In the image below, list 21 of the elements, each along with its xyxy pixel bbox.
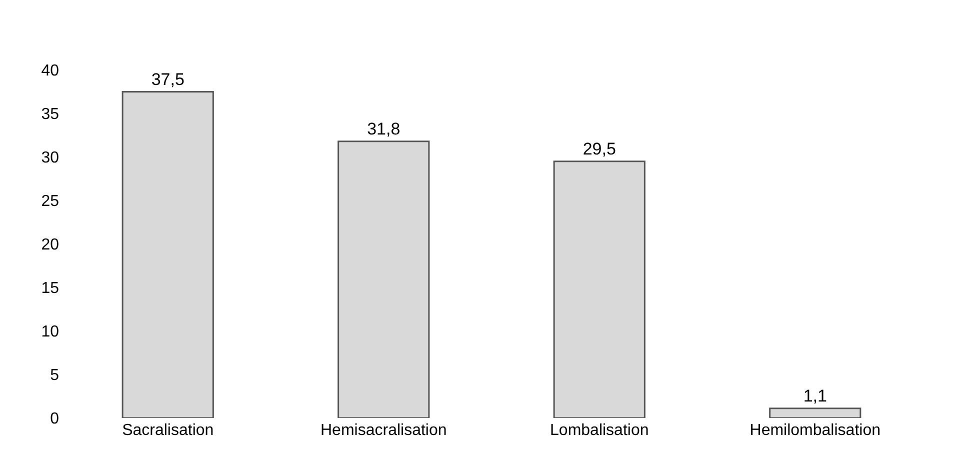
- y-tick-label: 40: [41, 62, 60, 80]
- data-label: 29,5: [582, 139, 616, 158]
- x-tick-label: Hemilombalisation: [750, 422, 880, 439]
- bar: [553, 160, 646, 418]
- x-tick-label: Sacralisation: [122, 422, 214, 439]
- x-tick-label: Lombalisation: [550, 422, 649, 439]
- bar: [338, 140, 430, 418]
- data-label: 31,8: [367, 119, 400, 138]
- data-label: 1,1: [803, 386, 827, 406]
- bar: [769, 408, 862, 418]
- y-tick-label: 20: [41, 236, 60, 254]
- y-tick-label: 10: [41, 324, 60, 341]
- y-tick-label: 30: [41, 150, 60, 167]
- bar: [122, 91, 214, 418]
- y-tick-label: 15: [41, 280, 60, 298]
- y-tick-label: 5: [50, 367, 60, 384]
- data-label: 37,5: [151, 70, 184, 89]
- x-tick-label: Hemisacralisation: [320, 422, 447, 439]
- y-tick-label: 35: [41, 106, 60, 124]
- y-tick-label: 0: [50, 410, 60, 428]
- y-tick-label: 25: [41, 193, 60, 210]
